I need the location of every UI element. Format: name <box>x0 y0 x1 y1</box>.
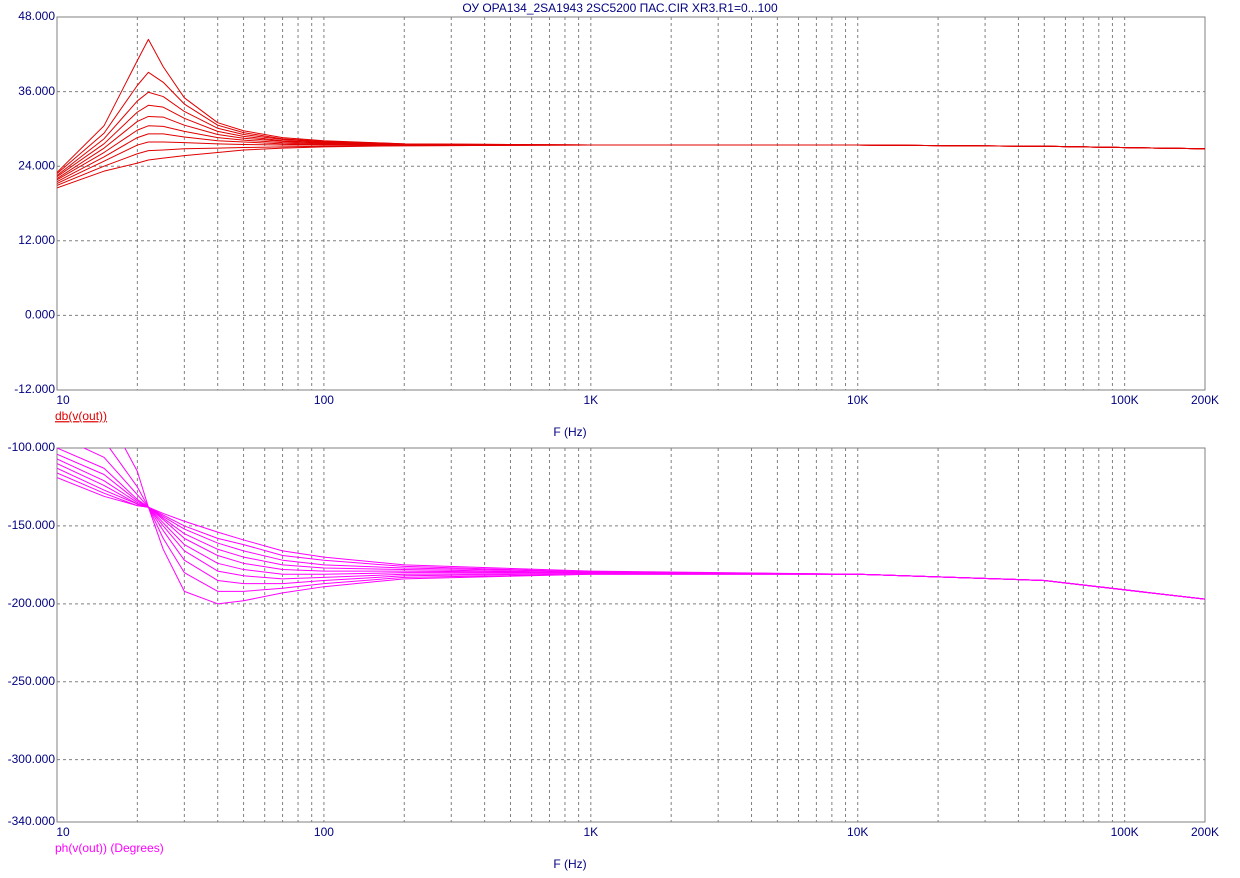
y-tick-label: -200.000 <box>8 596 56 610</box>
y-axis-label: db(v(out)) <box>55 409 107 423</box>
y-axis-label: ph(v(out)) (Degrees) <box>55 841 164 855</box>
x-axis-label: F (Hz) <box>553 425 586 439</box>
chart-title: ОУ OPA134_2SA1943 2SC5200 ПАС.CIR XR3.R1… <box>462 1 778 15</box>
x-tick-label: 10 <box>56 825 70 839</box>
y-tick-label: -100.000 <box>8 440 56 454</box>
x-tick-label: 200K <box>1191 825 1219 839</box>
x-tick-label: 100 <box>314 393 334 407</box>
x-tick-label: 10 <box>56 393 70 407</box>
x-tick-label: 100K <box>1111 825 1139 839</box>
y-tick-label: 0.000 <box>25 308 55 322</box>
x-tick-label: 1K <box>583 393 598 407</box>
x-axis-label: F (Hz) <box>553 857 586 871</box>
y-tick-label: 48.000 <box>18 9 55 23</box>
series-line <box>57 477 1205 600</box>
x-tick-label: 100 <box>314 825 334 839</box>
y-tick-label: -150.000 <box>8 518 56 532</box>
y-tick-label: 12.000 <box>18 233 55 247</box>
x-tick-label: 10K <box>847 393 868 407</box>
series-line <box>57 144 1205 189</box>
x-tick-label: 100K <box>1111 393 1139 407</box>
x-tick-label: 10K <box>847 825 868 839</box>
y-tick-label: 36.000 <box>18 84 55 98</box>
x-tick-label: 1K <box>583 825 598 839</box>
y-tick-label: -340.000 <box>8 814 56 828</box>
plot-frame <box>56 447 1206 823</box>
x-tick-label: 200K <box>1191 393 1219 407</box>
y-tick-label: -250.000 <box>8 674 56 688</box>
y-tick-label: -12.000 <box>14 382 55 396</box>
y-tick-label: 24.000 <box>18 158 55 172</box>
y-tick-label: -300.000 <box>8 752 56 766</box>
plot-frame <box>56 16 1206 391</box>
